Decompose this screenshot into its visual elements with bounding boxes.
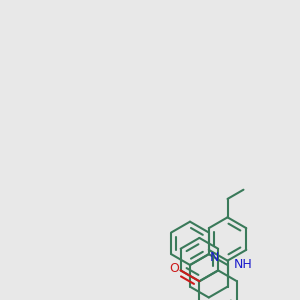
Text: NH: NH	[234, 259, 253, 272]
Text: O: O	[169, 262, 179, 275]
Text: N: N	[210, 251, 220, 264]
